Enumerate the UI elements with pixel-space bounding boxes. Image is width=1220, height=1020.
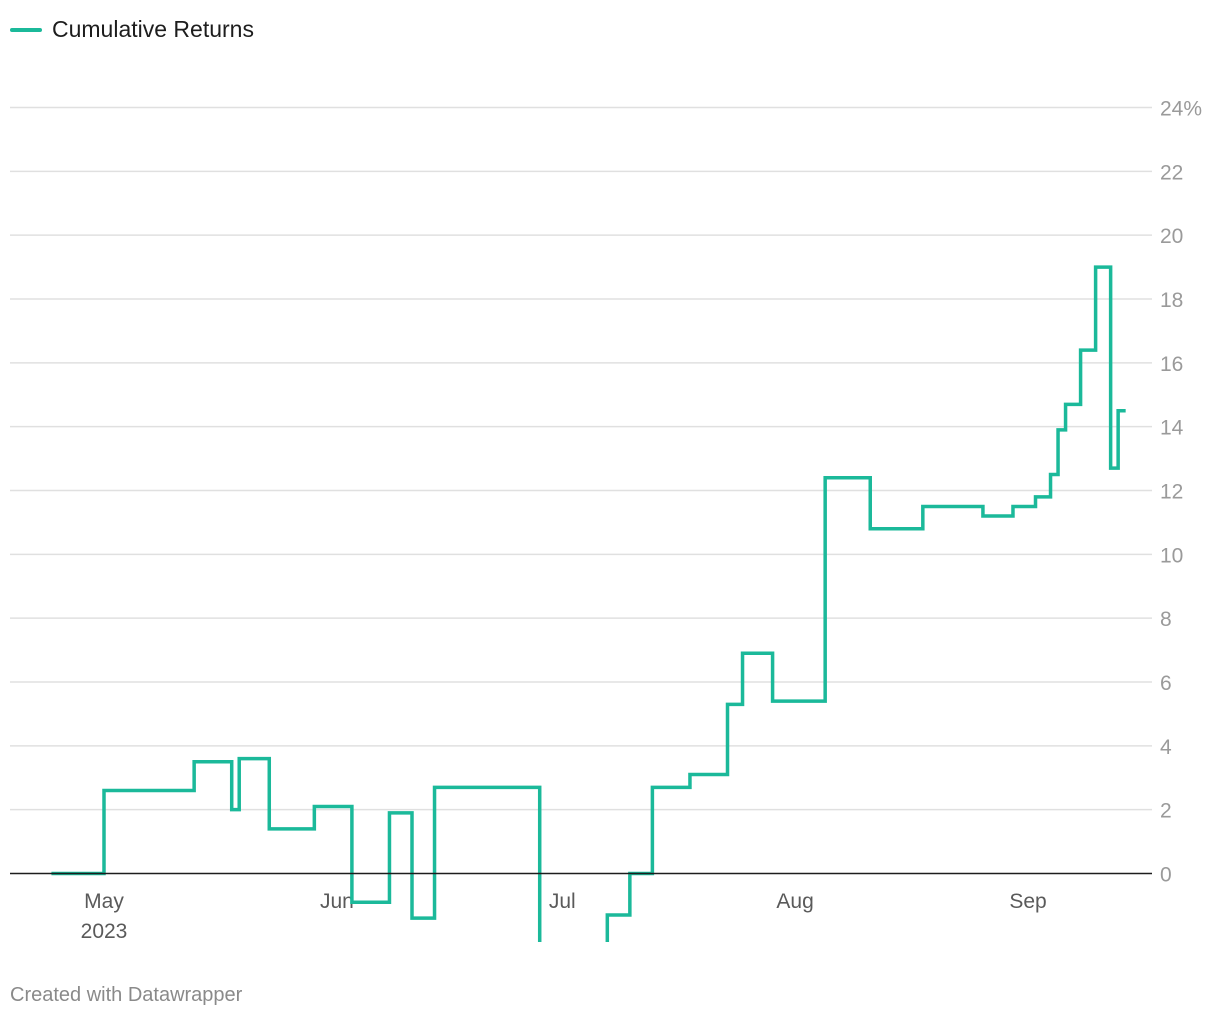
y-tick-label: 22 bbox=[1160, 161, 1183, 184]
x-tick-label: May bbox=[84, 890, 124, 913]
x-tick-sublabel: 2023 bbox=[81, 920, 128, 943]
legend-label: Cumulative Returns bbox=[52, 16, 254, 42]
y-tick-label: 20 bbox=[1160, 225, 1183, 248]
y-tick-label: 4 bbox=[1160, 736, 1172, 759]
x-tick-label: Aug bbox=[776, 890, 813, 913]
legend: Cumulative Returns bbox=[10, 16, 254, 43]
y-tick-label: 18 bbox=[1160, 289, 1183, 312]
y-tick-label: 16 bbox=[1160, 353, 1183, 376]
y-tick-label: 2 bbox=[1160, 800, 1172, 823]
x-tick-label: Jun bbox=[320, 890, 354, 913]
chart: 0 2 4 6 8 10 12 14 16 18 20 22 24% May 2023 Jun Jul Aug Se… bbox=[10, 98, 1202, 943]
y-tick-label: 8 bbox=[1160, 608, 1172, 631]
y-tick-label: 24% bbox=[1160, 98, 1202, 121]
x-tick-label: Jul bbox=[549, 890, 576, 913]
y-tick-label: 12 bbox=[1160, 481, 1183, 504]
y-tick-label: 0 bbox=[1160, 864, 1172, 887]
series-line bbox=[51, 265, 1126, 942]
legend-swatch bbox=[10, 27, 42, 32]
y-tick-label: 14 bbox=[1160, 417, 1184, 440]
x-tick-label: Sep bbox=[1009, 890, 1046, 913]
y-tick-label: 6 bbox=[1160, 672, 1172, 695]
y-tick-label: 10 bbox=[1160, 544, 1183, 567]
footer-credit: Created with Datawrapper bbox=[10, 984, 243, 1006]
